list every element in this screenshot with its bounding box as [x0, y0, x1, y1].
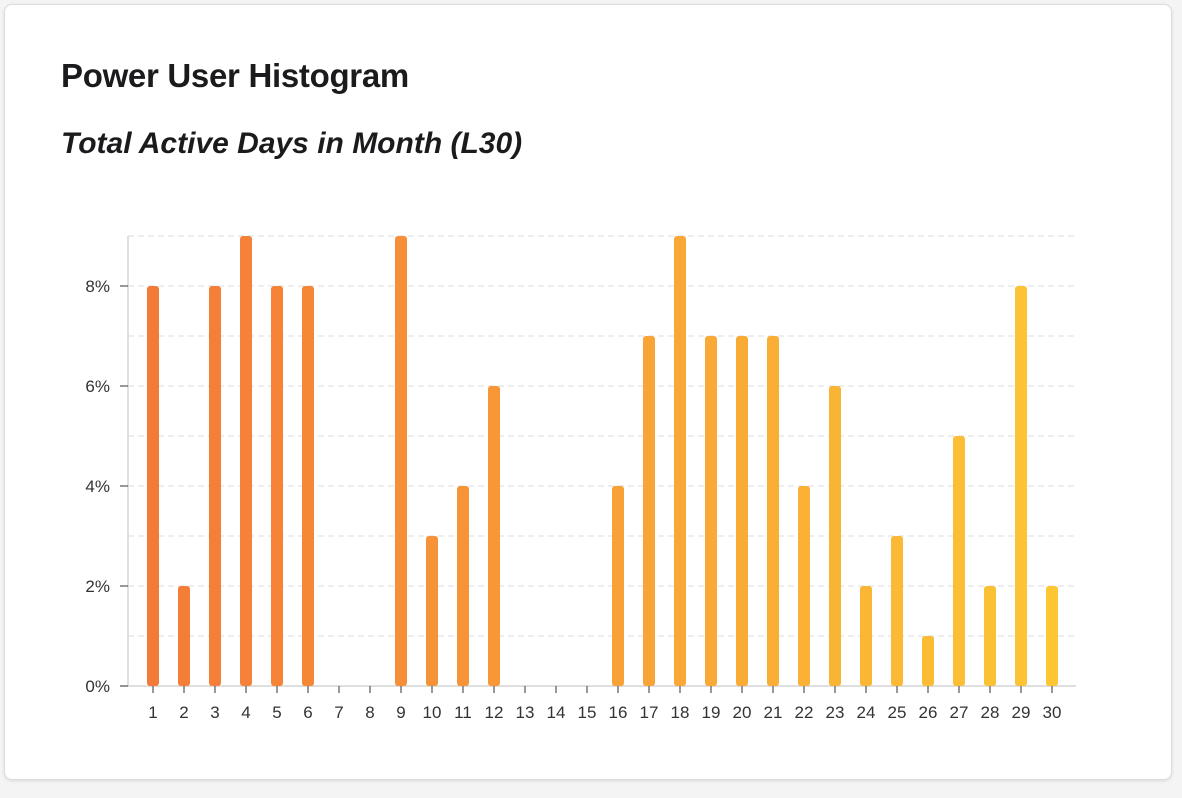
x-tick-label: 7	[334, 703, 343, 722]
bar-day-25	[891, 536, 903, 686]
x-tick-label: 11	[454, 703, 472, 722]
bar-day-9	[395, 236, 407, 686]
x-tick-label: 18	[671, 703, 690, 722]
y-tick-label: 6%	[85, 377, 110, 396]
x-tick-label: 26	[919, 703, 938, 722]
x-tick-label: 17	[640, 703, 659, 722]
x-tick-label: 25	[888, 703, 907, 722]
y-tick-label: 2%	[85, 577, 110, 596]
bar-day-20	[736, 336, 748, 686]
y-tick-label: 8%	[85, 277, 110, 296]
x-tick-label: 23	[826, 703, 845, 722]
x-tick-label: 30	[1043, 703, 1062, 722]
x-tick-label: 3	[210, 703, 219, 722]
bar-day-22	[798, 486, 810, 686]
x-tick-label: 9	[396, 703, 405, 722]
x-tick-label: 20	[733, 703, 752, 722]
chart-title: Power User Histogram	[61, 57, 409, 94]
y-tick-label: 0%	[85, 677, 110, 696]
bar-day-23	[829, 386, 841, 686]
x-tick-label: 16	[609, 703, 628, 722]
bar-day-18	[674, 236, 686, 686]
bar-day-3	[209, 286, 221, 686]
chart-card: Power User Histogram Total Active Days i…	[4, 4, 1172, 780]
bar-day-12	[488, 386, 500, 686]
x-tick-label: 5	[272, 703, 281, 722]
bar-day-29	[1015, 286, 1027, 686]
x-tick-label: 13	[516, 703, 535, 722]
x-tick-label: 2	[179, 703, 188, 722]
x-tick-label: 14	[547, 703, 566, 722]
bar-day-4	[240, 236, 252, 686]
x-tick-label: 27	[950, 703, 969, 722]
bar-day-10	[426, 536, 438, 686]
x-tick-label: 21	[764, 703, 783, 722]
bar-day-2	[178, 586, 190, 686]
bar-day-30	[1046, 586, 1058, 686]
x-tick-label: 28	[981, 703, 1000, 722]
y-tick-label: 4%	[85, 477, 110, 496]
x-tick-label: 6	[303, 703, 312, 722]
chart-subtitle: Total Active Days in Month (L30)	[61, 127, 523, 160]
bar-day-17	[643, 336, 655, 686]
x-tick-label: 10	[423, 703, 442, 722]
x-tick-label: 15	[578, 703, 597, 722]
bar-day-16	[612, 486, 624, 686]
bar-day-27	[953, 436, 965, 686]
bar-day-26	[922, 636, 934, 686]
bar-day-5	[271, 286, 283, 686]
bar-day-19	[705, 336, 717, 686]
x-tick-label: 24	[857, 703, 876, 722]
x-tick-label: 19	[702, 703, 721, 722]
x-tick-label: 12	[485, 703, 504, 722]
x-tick-label: 29	[1012, 703, 1031, 722]
bar-day-28	[984, 586, 996, 686]
x-tick-label: 4	[241, 703, 250, 722]
x-tick-label: 1	[148, 703, 157, 722]
bar-day-11	[457, 486, 469, 686]
x-tick-label: 8	[365, 703, 374, 722]
bar-day-1	[147, 286, 159, 686]
x-tick-label: 22	[795, 703, 814, 722]
bar-day-6	[302, 286, 314, 686]
bar-day-24	[860, 586, 872, 686]
bar-day-21	[767, 336, 779, 686]
